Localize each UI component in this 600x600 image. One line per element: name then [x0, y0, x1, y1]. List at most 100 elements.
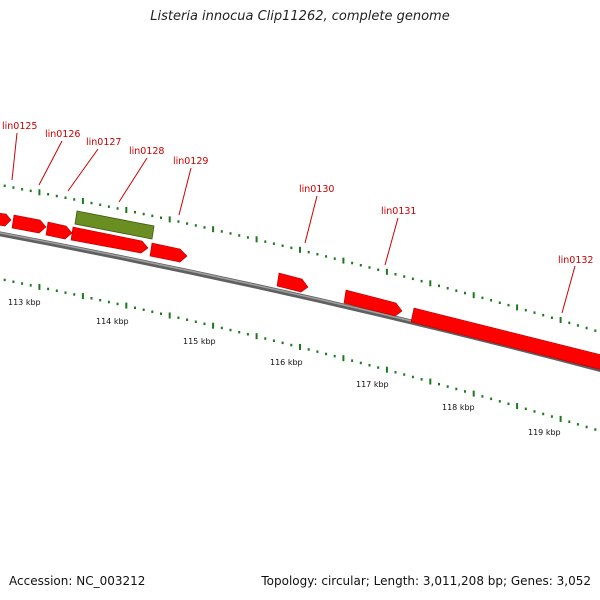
inner-track-minor-tick	[307, 348, 310, 351]
label-lin0131: lin0131	[381, 206, 416, 217]
gene-lin0130[interactable]	[276, 272, 309, 293]
outer-track-minor-tick	[194, 224, 197, 227]
outer-track-minor-tick	[420, 279, 423, 283]
outer-track-minor-tick	[246, 236, 249, 239]
inner-track-minor-tick	[73, 293, 76, 296]
inner-track-minor-tick	[411, 375, 414, 379]
outer-track-minor-tick	[272, 242, 275, 245]
inner-track-major-tick	[212, 322, 215, 329]
inner-track-minor-tick	[134, 306, 136, 310]
inner-track-minor-tick	[316, 350, 319, 353]
outer-track-minor-tick	[333, 257, 336, 260]
gene-lin0129[interactable]	[149, 242, 188, 263]
outer-track-major-tick	[342, 257, 345, 264]
inner-track-major-tick	[299, 344, 301, 350]
label-lin0127: lin0127	[86, 137, 121, 148]
inner-track-minor-tick	[229, 328, 232, 332]
gene-lin0132[interactable]	[410, 307, 600, 372]
outer-track-major-tick	[299, 246, 301, 253]
outer-track-major-tick	[212, 226, 215, 233]
outer-track-minor-tick	[481, 296, 484, 300]
label-lin0128: lin0128	[129, 146, 164, 157]
outer-track-minor-tick	[73, 198, 76, 201]
inner-track-minor-tick	[403, 373, 406, 376]
outer-track-major-tick	[516, 304, 519, 311]
scale-label-117: 117 kbp	[356, 380, 389, 389]
inner-track-major-tick	[255, 333, 258, 340]
outer-track-major-tick	[255, 236, 258, 243]
gene-lin0127[interactable]	[45, 221, 73, 240]
label-lin0132: lin0132	[558, 255, 593, 266]
outer-track-minor-tick	[316, 253, 319, 256]
scale-label-119: 119 kbp	[528, 428, 561, 437]
outer-track-minor-tick	[411, 277, 414, 281]
inner-track-major-tick	[38, 283, 41, 290]
inner-track-major-tick	[385, 366, 388, 373]
outer-track-minor-tick	[3, 184, 6, 188]
outer-track-minor-tick	[186, 222, 189, 225]
outer-track-minor-tick	[585, 326, 588, 330]
outer-track-minor-tick	[90, 201, 93, 205]
inner-track-minor-tick	[281, 341, 284, 345]
inner-track-minor-tick	[246, 333, 249, 336]
outer-track-minor-tick	[307, 250, 310, 254]
inner-tick-track	[3, 278, 597, 431]
outer-track-minor-tick	[134, 210, 136, 214]
gene-lin0125[interactable]	[0, 212, 12, 227]
inner-track-major-tick	[81, 293, 84, 300]
inner-track-minor-tick	[420, 378, 423, 381]
inner-track-minor-tick	[498, 400, 501, 403]
outer-track-minor-tick	[160, 216, 162, 219]
inner-track-minor-tick	[394, 371, 397, 374]
outer-track-minor-tick	[507, 303, 510, 307]
inner-track-major-tick	[559, 415, 562, 422]
scale-label-116: 116 kbp	[270, 358, 303, 367]
inner-track-minor-tick	[264, 337, 267, 340]
outer-track-minor-tick	[368, 266, 371, 269]
label-lin0125: lin0125	[2, 121, 37, 132]
inner-track-minor-tick	[524, 407, 527, 411]
gene-lin0128-feature[interactable]	[74, 210, 155, 240]
gene-lin0128[interactable]	[70, 226, 149, 254]
inner-track-minor-tick	[550, 415, 553, 418]
outer-track-minor-tick	[446, 287, 449, 290]
outer-tick-track	[3, 184, 597, 332]
inner-track-minor-tick	[377, 366, 380, 369]
inner-track-minor-tick	[359, 361, 362, 365]
inner-track-major-tick	[342, 355, 345, 362]
outer-track-minor-tick	[455, 289, 458, 292]
outer-track-minor-tick	[99, 203, 102, 207]
inner-track-major-tick	[516, 403, 519, 410]
outer-track-major-tick	[385, 268, 388, 275]
outer-track-minor-tick	[568, 321, 571, 325]
inner-track-minor-tick	[455, 387, 458, 391]
inner-track-minor-tick	[351, 359, 354, 362]
scale-label-118: 118 kbp	[442, 403, 475, 412]
outer-track-minor-tick	[351, 261, 354, 265]
outer-track-major-tick	[38, 189, 41, 196]
scale-label-113: 113 kbp	[8, 298, 41, 307]
gene-lin0131[interactable]	[343, 289, 403, 317]
outer-track-minor-tick	[12, 186, 15, 189]
gene-lin0126[interactable]	[11, 214, 47, 234]
inner-track-minor-tick	[151, 310, 154, 313]
inner-track-minor-tick	[368, 364, 371, 367]
inner-track-minor-tick	[107, 300, 110, 304]
inner-track-minor-tick	[464, 390, 466, 393]
outer-track-minor-tick	[29, 189, 32, 193]
inner-track-minor-tick	[220, 326, 223, 330]
inner-track-minor-tick	[272, 339, 275, 342]
outer-track-major-tick	[429, 280, 432, 287]
inner-track-minor-tick	[55, 289, 58, 292]
outer-track-minor-tick	[47, 193, 50, 196]
outer-track-minor-tick	[21, 188, 24, 191]
inner-track-minor-tick	[142, 308, 145, 311]
outer-track-minor-tick	[290, 246, 293, 250]
inner-track-minor-tick	[116, 302, 119, 306]
outer-track-minor-tick	[490, 299, 493, 302]
inner-track-minor-tick	[160, 312, 162, 315]
inner-track-minor-tick	[481, 395, 484, 398]
outer-track-minor-tick	[594, 329, 597, 332]
inner-track-minor-tick	[12, 280, 15, 283]
